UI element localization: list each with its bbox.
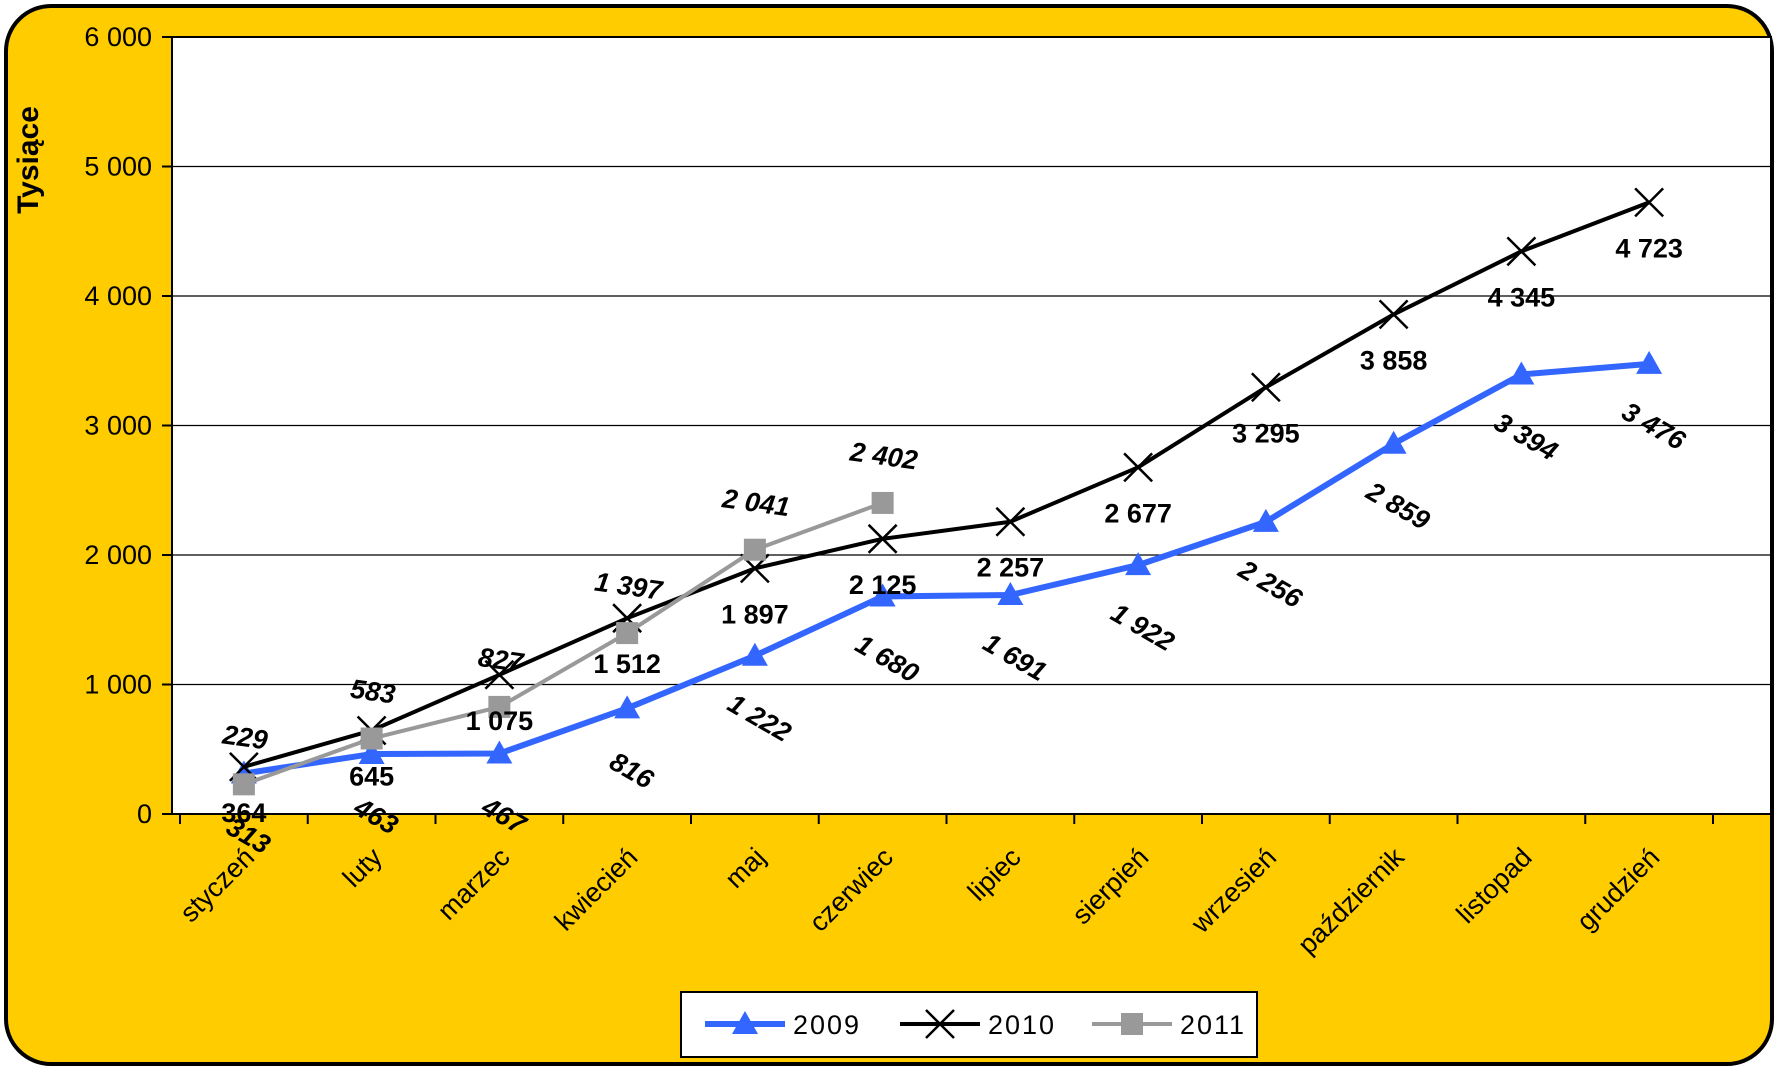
series-lines <box>228 187 1665 796</box>
data-point-marker <box>871 491 894 514</box>
y-axis: 0 1 000 2 000 3 000 4 000 5 000 6 000 <box>84 22 173 829</box>
data-point-marker <box>1508 361 1535 385</box>
data-label-2010: 1 897 <box>721 599 789 629</box>
data-point-marker <box>232 773 255 796</box>
y-axis-title: Tysiące <box>12 106 45 214</box>
data-label-2010: 3 858 <box>1360 345 1428 375</box>
data-point-marker <box>995 506 1026 537</box>
data-point-marker <box>1121 1013 1143 1035</box>
data-label-2010: 645 <box>349 761 394 791</box>
series-line <box>243 501 884 787</box>
data-point-marker <box>614 695 641 719</box>
data-point-marker <box>488 695 511 718</box>
legend-label: 2009 <box>793 1010 861 1040</box>
legend-item-2010: 2010 <box>900 1009 1056 1040</box>
legend-label: 2010 <box>988 1010 1056 1040</box>
data-label-2010: 2 125 <box>849 570 917 600</box>
data-point-marker <box>743 538 766 561</box>
legend-item-2011: 2011 <box>1092 1010 1246 1040</box>
data-point-marker <box>741 642 768 666</box>
data-label-2011: 583 <box>348 674 397 710</box>
data-point-marker <box>486 740 513 764</box>
y-tick-label: 4 000 <box>84 281 152 311</box>
data-label-2010: 3 295 <box>1232 418 1300 448</box>
data-point-marker <box>1380 430 1407 454</box>
data-label-2011: 229 <box>220 719 270 755</box>
data-point-marker <box>1634 187 1665 218</box>
data-label-2011: 827 <box>476 642 527 678</box>
data-point-marker <box>867 523 898 554</box>
series-2009 <box>230 350 1663 784</box>
data-point-marker <box>360 727 383 750</box>
data-label-2010: 4 345 <box>1488 282 1556 312</box>
data-point-marker <box>925 1009 955 1039</box>
data-point-marker <box>869 583 896 607</box>
data-point-marker <box>1123 452 1154 483</box>
y-tick-label: 0 <box>137 799 152 829</box>
series-2010 <box>228 187 1665 782</box>
data-point-marker <box>1125 552 1152 576</box>
series-line <box>243 200 1650 769</box>
data-point-marker <box>484 659 515 690</box>
data-point-marker <box>997 582 1024 606</box>
data-point-marker <box>732 1011 758 1034</box>
data-label-2010: 1 512 <box>593 649 661 679</box>
y-tick-label: 5 000 <box>84 152 152 182</box>
data-point-marker <box>616 622 639 645</box>
series-2011 <box>232 491 894 796</box>
data-point-marker <box>1636 350 1663 374</box>
data-label-2010: 2 257 <box>977 553 1045 583</box>
data-point-marker <box>1252 508 1279 532</box>
data-point-marker <box>1250 372 1281 403</box>
series-line <box>243 360 1650 777</box>
legend-label: 2011 <box>1180 1010 1246 1040</box>
legend-item-2009: 2009 <box>705 1010 861 1040</box>
y-tick-label: 2 000 <box>84 540 152 570</box>
y-tick-label: 3 000 <box>84 411 152 441</box>
gridlines <box>172 36 1771 686</box>
y-tick-label: 6 000 <box>84 22 152 52</box>
legend: 2009 2010 2011 <box>680 991 1258 1058</box>
data-point-marker <box>1506 236 1537 267</box>
data-point-marker <box>358 741 385 765</box>
data-point-marker <box>1378 299 1409 330</box>
data-label-2010: 4 723 <box>1615 233 1683 263</box>
data-label-2010: 364 <box>221 798 266 828</box>
data-label-2010: 2 677 <box>1104 498 1172 528</box>
data-label-2010: 1 075 <box>466 706 534 736</box>
y-tick-label: 1 000 <box>84 670 152 700</box>
